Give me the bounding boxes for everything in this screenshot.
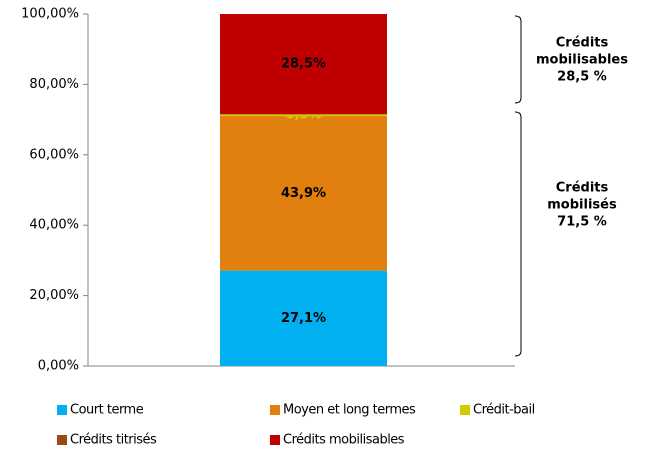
bar-segment: [220, 114, 387, 117]
legend-swatch: [270, 405, 280, 415]
legend-swatch: [460, 405, 470, 415]
y-tick-label: 80,00%: [29, 77, 79, 92]
legend-label: Crédit-bail: [473, 403, 535, 418]
legend-label: Crédits mobilisables: [283, 433, 405, 448]
legend-swatch: [57, 435, 67, 445]
annotation: mobilisables: [536, 53, 628, 68]
annotation: Crédits: [556, 36, 609, 51]
y-tick-label: 40,00%: [29, 218, 79, 233]
legend-label: Court terme: [70, 403, 144, 418]
y-tick-label: 60,00%: [29, 147, 79, 162]
legend-swatch: [57, 405, 67, 415]
y-tick-label: 0,00%: [38, 359, 79, 374]
annotation: mobilisés: [547, 198, 617, 213]
y-tick-label: 20,00%: [29, 288, 79, 303]
legend-swatch: [270, 435, 280, 445]
legend-label: Moyen et long termes: [283, 403, 416, 418]
annotation: 71,5 %: [557, 215, 607, 230]
annotation: 28,5 %: [557, 70, 607, 85]
bracket: [514, 111, 522, 357]
value-label: 27,1%: [281, 311, 326, 326]
bar-segment: [220, 270, 387, 366]
legend-label: Crédits titrisés: [70, 433, 157, 448]
annotation: Crédits: [556, 181, 609, 196]
value-label: 28,5%: [281, 57, 326, 72]
bracket: [514, 15, 522, 104]
value-label: 43,9%: [281, 186, 326, 201]
bar-segment: [220, 14, 387, 115]
y-tick-label: 100,00%: [21, 7, 79, 22]
bar-segment: [220, 116, 387, 271]
